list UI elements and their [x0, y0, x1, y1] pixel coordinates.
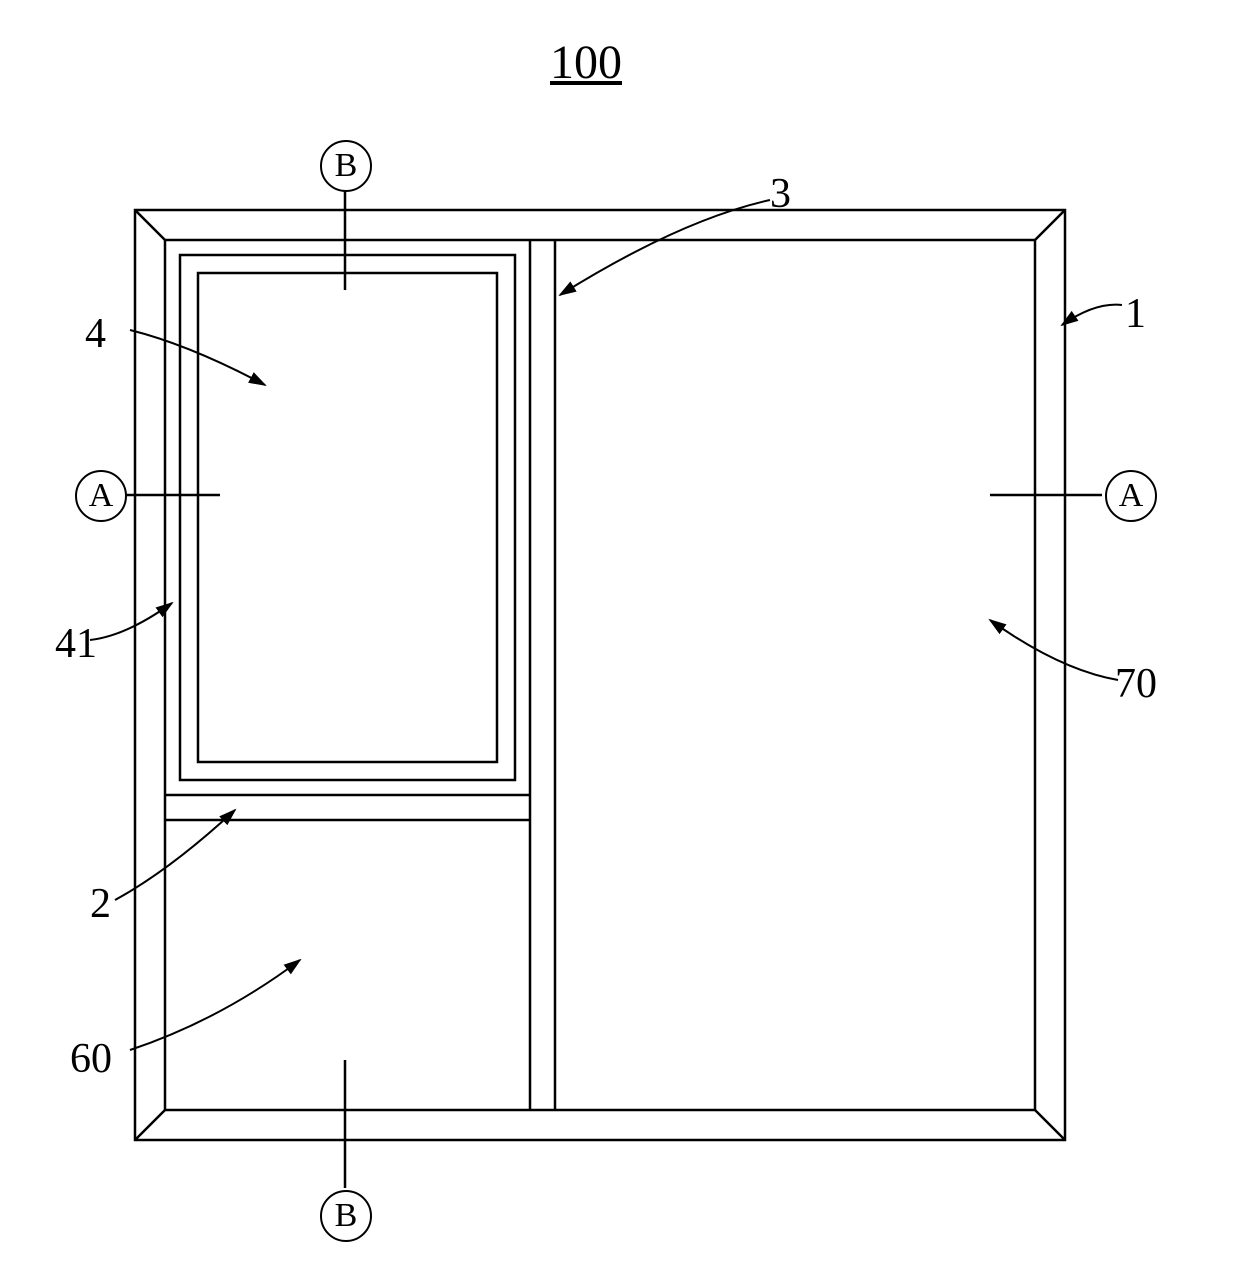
section-marker-b-top: B — [320, 140, 372, 192]
sash-inner — [198, 273, 497, 762]
leader-60 — [130, 960, 300, 1050]
corner-tl — [135, 210, 165, 240]
ref-label-2: 2 — [90, 880, 111, 928]
leader-70 — [990, 620, 1118, 680]
leader-2 — [115, 810, 235, 900]
sash-outer — [180, 255, 515, 780]
section-marker-a-left: A — [75, 470, 127, 522]
outer-frame — [135, 210, 1065, 1140]
leader-41 — [90, 603, 172, 640]
corner-tr — [1035, 210, 1065, 240]
leader-3 — [560, 200, 770, 295]
section-marker-a-right: A — [1105, 470, 1157, 522]
diagram-svg — [0, 0, 1240, 1279]
figure-title: 100 — [550, 35, 622, 90]
ref-label-60: 60 — [70, 1035, 112, 1083]
section-marker-b-bottom: B — [320, 1190, 372, 1242]
ref-label-70: 70 — [1115, 660, 1157, 708]
leader-1 — [1062, 305, 1122, 325]
ref-label-41: 41 — [55, 620, 97, 668]
ref-label-3: 3 — [770, 170, 791, 218]
ref-label-4: 4 — [85, 310, 106, 358]
corner-br — [1035, 1110, 1065, 1140]
corner-bl — [135, 1110, 165, 1140]
ref-label-1: 1 — [1125, 290, 1146, 338]
inner-frame — [165, 240, 1035, 1110]
